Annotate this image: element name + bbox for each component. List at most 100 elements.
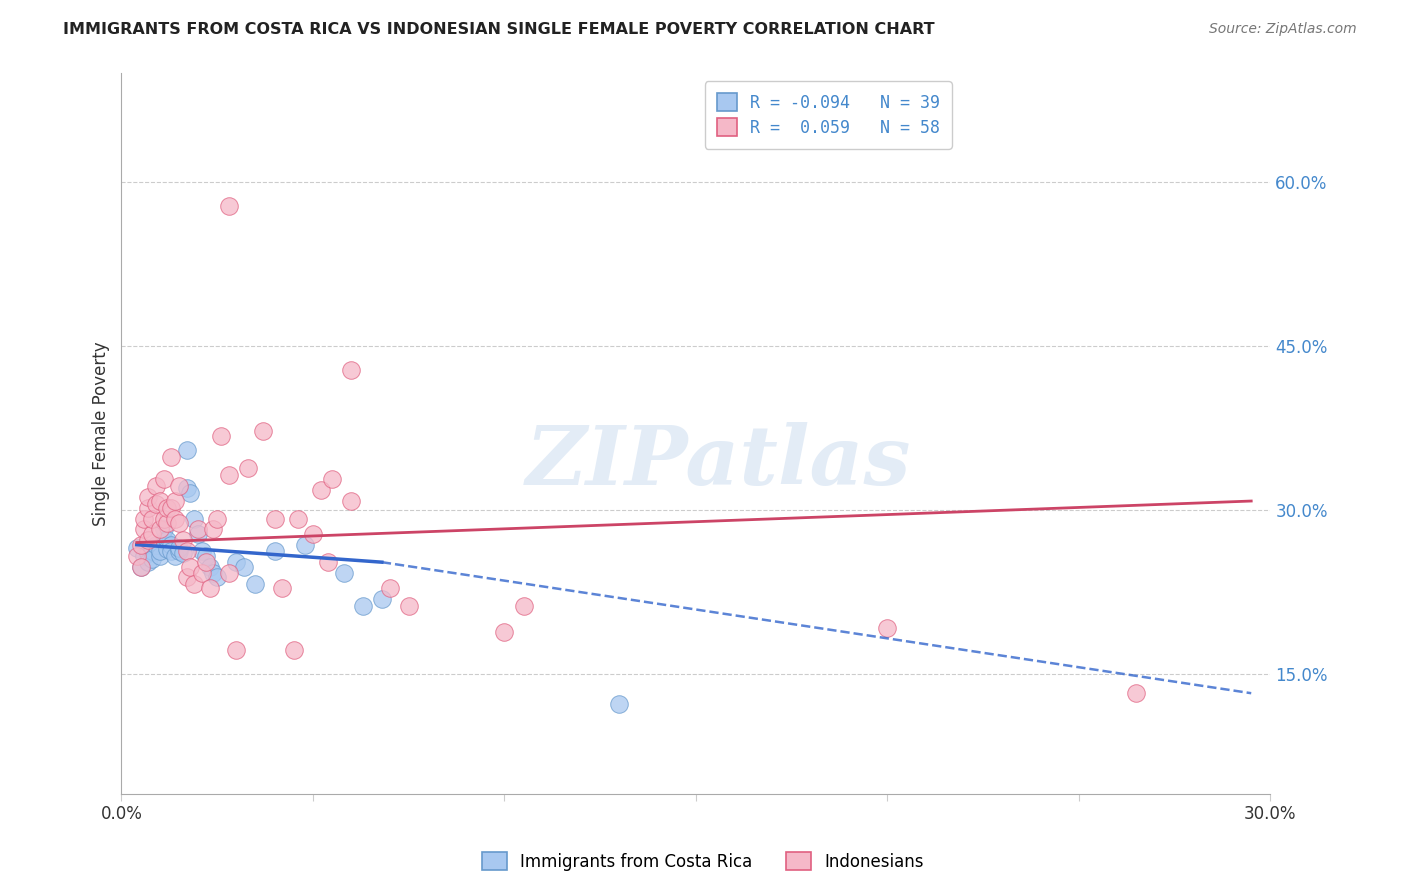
Point	[152, 533, 174, 548]
Point	[134, 523, 156, 537]
Point	[236, 461, 259, 475]
Point	[176, 442, 198, 457]
Point	[294, 538, 316, 552]
Point	[352, 599, 374, 613]
Y-axis label: Single Female Poverty: Single Female Poverty	[93, 341, 110, 525]
Point	[205, 570, 228, 584]
Point	[302, 526, 325, 541]
Point	[141, 552, 163, 566]
Point	[172, 546, 194, 560]
Point	[263, 544, 285, 558]
Point	[252, 424, 274, 438]
Point	[398, 599, 420, 613]
Point	[156, 542, 179, 557]
Point	[136, 555, 159, 569]
Point	[283, 642, 305, 657]
Point	[225, 642, 247, 657]
Legend: Immigrants from Costa Rica, Indonesians: Immigrants from Costa Rica, Indonesians	[474, 844, 932, 880]
Point	[167, 516, 190, 530]
Point	[316, 555, 339, 569]
Point	[194, 555, 217, 569]
Point	[136, 533, 159, 548]
Point	[340, 494, 363, 508]
Point	[149, 494, 172, 508]
Point	[205, 511, 228, 525]
Point	[340, 363, 363, 377]
Point	[160, 500, 183, 515]
Point	[165, 549, 187, 563]
Point	[160, 538, 183, 552]
Point	[149, 523, 172, 537]
Point	[218, 566, 240, 580]
Point	[141, 544, 163, 558]
Point	[187, 523, 209, 537]
Point	[152, 472, 174, 486]
Point	[263, 511, 285, 525]
Point	[512, 599, 534, 613]
Point	[160, 544, 183, 558]
Point	[202, 523, 225, 537]
Point	[167, 541, 190, 555]
Point	[134, 549, 156, 563]
Point	[332, 566, 354, 580]
Point	[191, 544, 214, 558]
Point	[1125, 686, 1147, 700]
Point	[218, 199, 240, 213]
Point	[129, 538, 152, 552]
Point	[129, 559, 152, 574]
Point	[371, 592, 394, 607]
Point	[176, 570, 198, 584]
Point	[149, 544, 172, 558]
Text: ZIPatlas: ZIPatlas	[526, 422, 911, 502]
Point	[321, 472, 343, 486]
Point	[287, 511, 309, 525]
Point	[202, 566, 225, 580]
Point	[160, 450, 183, 465]
Point	[225, 555, 247, 569]
Point	[179, 486, 201, 500]
Point	[209, 428, 232, 442]
Point	[233, 559, 256, 574]
Point	[198, 559, 221, 574]
Point	[145, 497, 167, 511]
Point	[876, 621, 898, 635]
Point	[607, 697, 630, 711]
Point	[165, 511, 187, 525]
Point	[172, 533, 194, 548]
Point	[176, 481, 198, 495]
Point	[183, 511, 205, 525]
Point	[176, 544, 198, 558]
Point	[494, 625, 516, 640]
Point	[167, 479, 190, 493]
Point	[125, 541, 148, 555]
Point	[165, 494, 187, 508]
Point	[145, 479, 167, 493]
Legend: R = -0.094   N = 39, R =  0.059   N = 58: R = -0.094 N = 39, R = 0.059 N = 58	[706, 81, 952, 149]
Point	[198, 582, 221, 596]
Point	[309, 483, 332, 497]
Point	[245, 577, 267, 591]
Point	[129, 559, 152, 574]
Point	[134, 511, 156, 525]
Point	[183, 577, 205, 591]
Point	[167, 544, 190, 558]
Text: IMMIGRANTS FROM COSTA RICA VS INDONESIAN SINGLE FEMALE POVERTY CORRELATION CHART: IMMIGRANTS FROM COSTA RICA VS INDONESIAN…	[63, 22, 935, 37]
Point	[187, 526, 209, 541]
Point	[136, 500, 159, 515]
Point	[136, 546, 159, 560]
Point	[141, 526, 163, 541]
Point	[149, 549, 172, 563]
Point	[141, 511, 163, 525]
Point	[125, 549, 148, 563]
Point	[156, 500, 179, 515]
Point	[152, 511, 174, 525]
Point	[156, 516, 179, 530]
Point	[194, 549, 217, 563]
Point	[179, 559, 201, 574]
Point	[156, 533, 179, 548]
Point	[136, 490, 159, 504]
Point	[191, 566, 214, 580]
Point	[152, 523, 174, 537]
Text: Source: ZipAtlas.com: Source: ZipAtlas.com	[1209, 22, 1357, 37]
Point	[145, 538, 167, 552]
